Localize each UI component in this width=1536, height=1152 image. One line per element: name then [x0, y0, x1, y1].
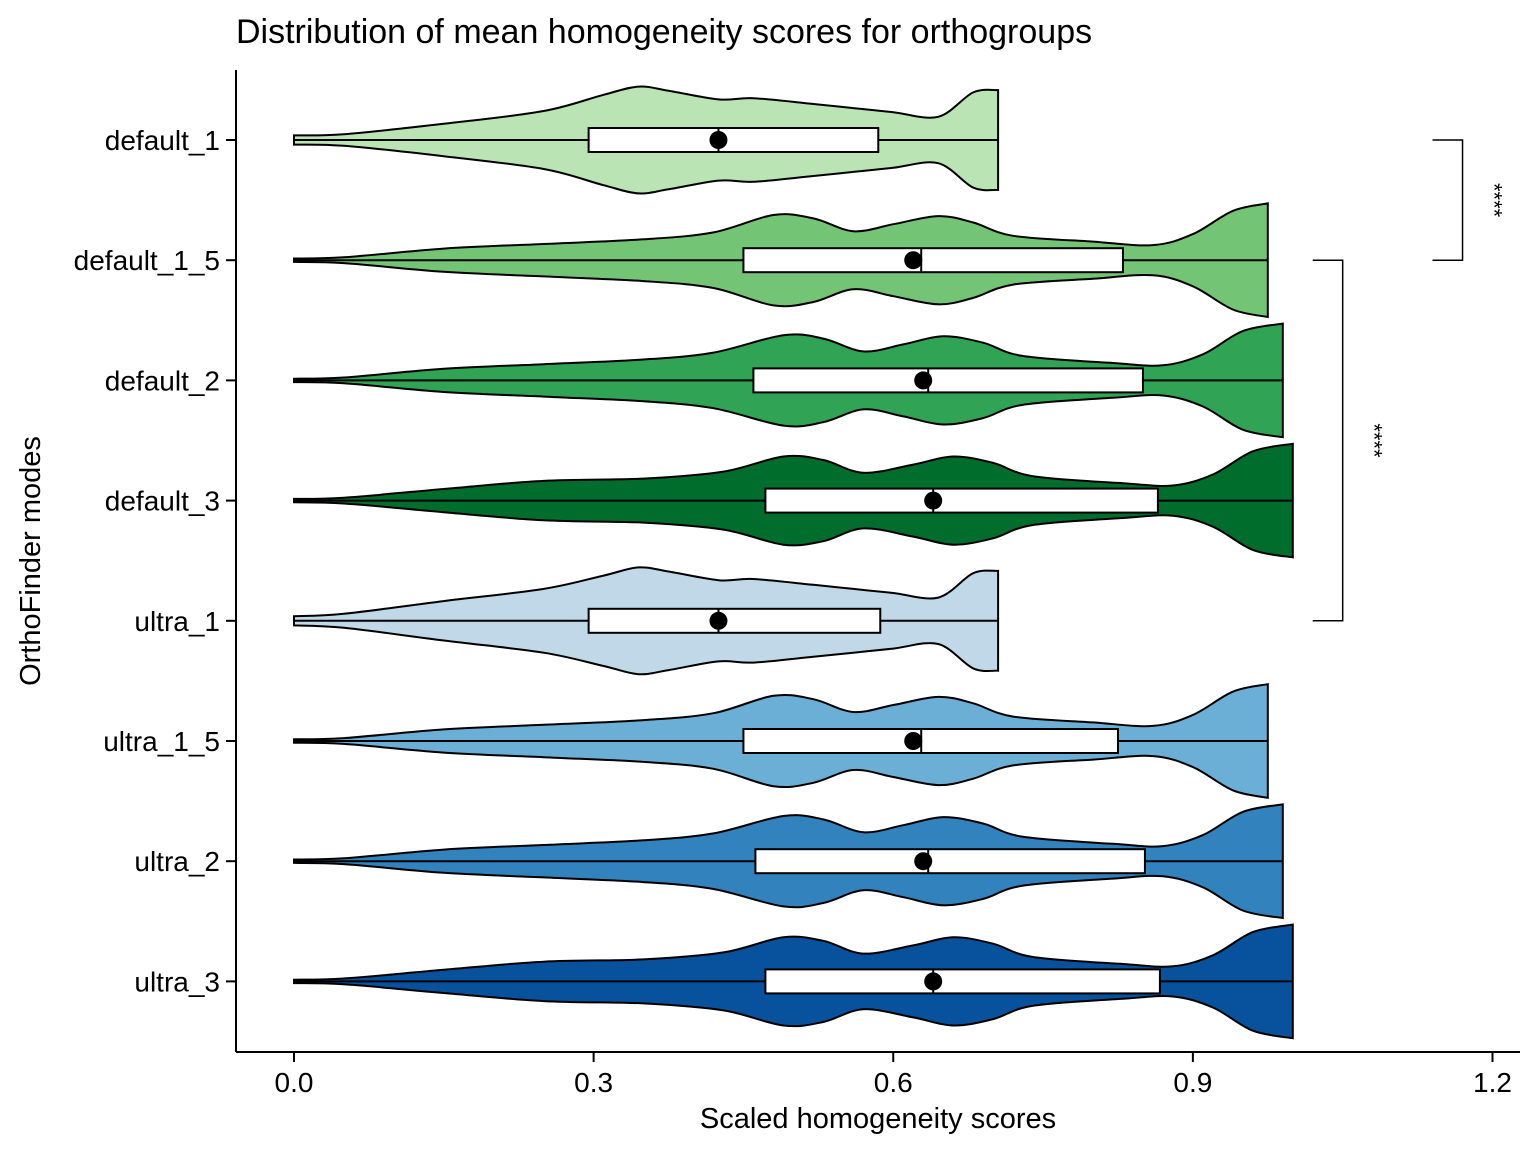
- bracket-line: [1432, 139, 1464, 261]
- y-tick-label: default_1: [105, 125, 220, 156]
- violin-group-default-1-5: [293, 202, 1269, 319]
- violin-group-ultra-2: [293, 803, 1284, 920]
- iqr-box: [742, 247, 1124, 274]
- mean-point: [709, 611, 728, 630]
- iqr-box: [764, 487, 1159, 514]
- y-tick-label: default_2: [105, 365, 220, 396]
- x-tick-label: 0.3: [574, 1067, 613, 1098]
- mean-point: [914, 852, 933, 871]
- iqr-box: [742, 728, 1119, 754]
- y-tick-label: ultra_2: [134, 846, 220, 877]
- violin-group-default-1: [293, 85, 1000, 195]
- iqr-box: [752, 367, 1144, 394]
- y-tick-label: ultra_1: [134, 606, 220, 637]
- violin-group-ultra-1: [293, 566, 1000, 676]
- violin-group-default-3: [293, 442, 1294, 559]
- x-axis-title: Scaled homogeneity scores: [700, 1103, 1056, 1135]
- violin-group-ultra-1-5: [293, 682, 1269, 800]
- bracket-line: [1312, 259, 1344, 622]
- mean-point: [709, 131, 728, 149]
- mean-point: [924, 491, 943, 510]
- mean-point: [924, 972, 943, 991]
- x-tick-label: 0.9: [1173, 1067, 1212, 1098]
- y-axis-ticks: default_1 default_1_5 default_2 default_3ul…: [74, 125, 236, 997]
- significance-brackets: **** ****: [1312, 139, 1507, 622]
- iqr-box: [764, 968, 1161, 995]
- y-tick-label: ultra_3: [134, 966, 220, 997]
- violin-group-default-2: [293, 322, 1284, 439]
- chart-title: Distribution of mean homogeneity scores …: [236, 13, 1092, 51]
- x-tick-label: 0.6: [874, 1067, 913, 1098]
- significance-bracket: ****: [1312, 259, 1387, 622]
- iqr-box: [587, 127, 880, 153]
- significance-bracket: ****: [1432, 139, 1507, 261]
- plot-area: [293, 85, 1294, 1040]
- iqr-box: [754, 848, 1146, 875]
- y-tick-label: default_3: [105, 486, 220, 517]
- mean-point: [914, 371, 933, 390]
- violin-group-ultra-3: [293, 923, 1294, 1040]
- iqr-box: [587, 607, 882, 634]
- x-tick-label: 1.2: [1473, 1067, 1512, 1098]
- significance-label: ****: [1362, 423, 1387, 458]
- y-tick-label: ultra_1_5: [103, 726, 220, 757]
- mean-point: [904, 732, 923, 750]
- mean-point: [904, 251, 923, 270]
- x-axis-ticks: 0.0 0.3 0.6 0.9 1.2: [275, 1052, 1512, 1098]
- y-tick-label: default_1_5: [74, 245, 220, 276]
- significance-label: ****: [1482, 183, 1507, 218]
- x-tick-label: 0.0: [275, 1067, 314, 1098]
- y-axis-title: OrthoFinder modes: [15, 436, 47, 686]
